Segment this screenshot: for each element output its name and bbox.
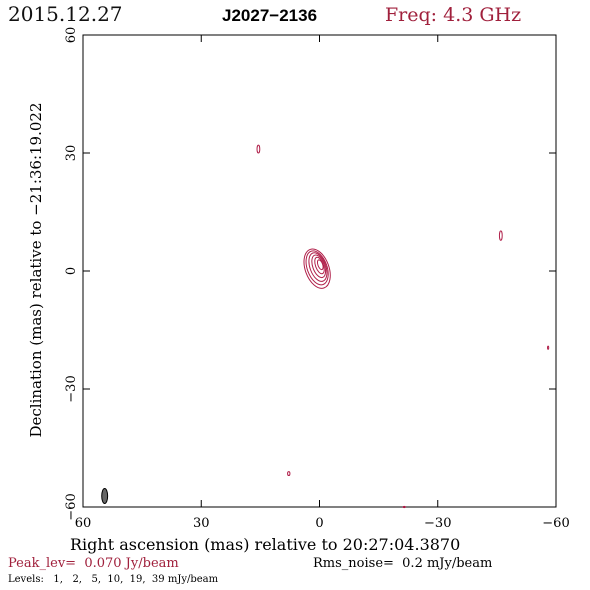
source-name: J2027−2136 [222, 6, 317, 25]
x-tick-label: −30 [424, 516, 451, 531]
rms-noise-label: Rms_noise= 0.2 mJy/beam [313, 556, 492, 571]
noise-contour [547, 345, 550, 350]
y-tick-label: −30 [64, 375, 79, 402]
x-tick-label: 30 [193, 516, 210, 531]
x-tick-labels: 60 30 0 −30 −60 [75, 516, 570, 531]
beam-ellipse [101, 488, 109, 504]
noise-contour [256, 144, 261, 154]
observation-date: 2015.12.27 [8, 2, 123, 26]
noise-contour [402, 505, 406, 509]
plot-frame [82, 34, 557, 508]
x-tick-label: 0 [315, 516, 323, 531]
contour-level-2 [305, 250, 329, 286]
x-tick-label: 60 [75, 516, 92, 531]
contour-level-10 [311, 254, 327, 279]
y-tick-label: 30 [64, 145, 79, 162]
contour-level-5 [308, 252, 328, 282]
beam-layer [101, 488, 109, 504]
axis-ticks [82, 34, 557, 508]
x-axis-label: Right ascension (mas) relative to 20:27:… [70, 535, 460, 554]
noise-contour [498, 230, 503, 241]
x-tick-label: −60 [542, 516, 569, 531]
frequency-label: Freq: 4.3 GHz [385, 4, 521, 26]
contour-level-19 [314, 256, 325, 275]
contour-levels-label: Levels: 1, 2, 5, 10, 19, 39 mJy/beam [8, 574, 219, 585]
noise-contour [287, 471, 291, 477]
contour-layer [256, 144, 550, 509]
y-tick-label: 60 [64, 27, 79, 44]
y-axis-label: Declination (mas) relative to −21:36:19.… [27, 102, 45, 437]
contour-level-1 [303, 248, 331, 289]
y-tick-labels: 60 30 0 −30 −60 [64, 27, 79, 521]
peak-level-label: Peak_lev= 0.070 Jy/beam [8, 556, 179, 571]
y-tick-label: 0 [64, 267, 79, 275]
contour-level-39 [316, 259, 324, 271]
y-tick-label: −60 [64, 493, 79, 520]
